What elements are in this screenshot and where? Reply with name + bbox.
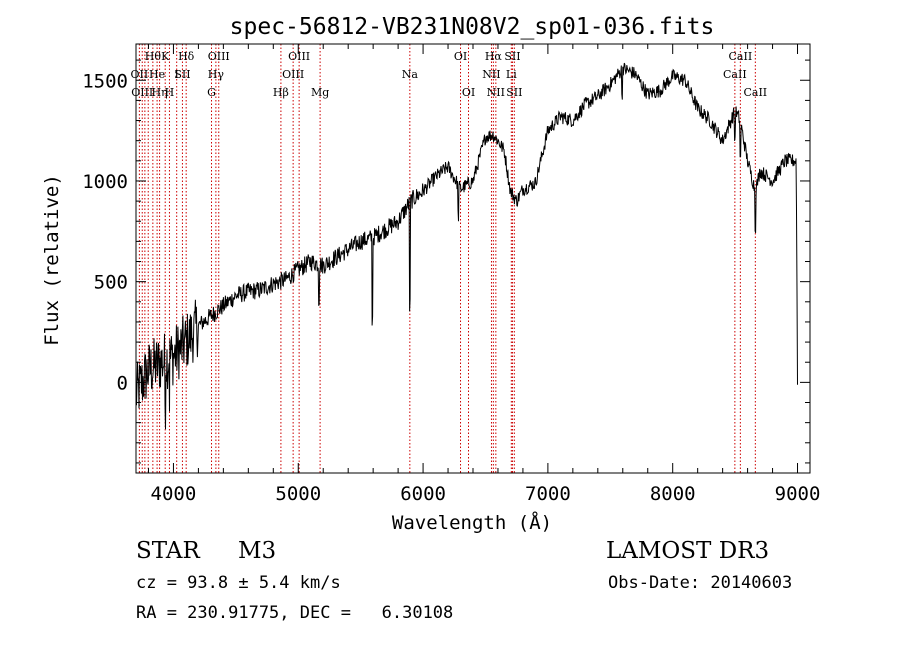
spectral-line-markers: [138, 44, 756, 473]
line-label: Mg: [311, 86, 329, 99]
x-tick-label: 6000: [400, 483, 446, 505]
line-label: Hα: [485, 50, 503, 63]
line-label: Hθ: [145, 50, 162, 63]
line-label: CaII: [729, 50, 753, 63]
object-subclass: M3: [238, 538, 277, 564]
plot-frame: [135, 43, 811, 474]
x-tick-label: 8000: [650, 483, 696, 505]
line-label: OI: [454, 50, 467, 63]
line-label: OI: [462, 86, 475, 99]
x-tick-label: 7000: [525, 483, 571, 505]
x-axis-label: Wavelength (Å): [392, 511, 552, 534]
line-label: He: [149, 68, 165, 81]
line-label: I: [175, 68, 179, 81]
survey-name: LAMOST DR3: [606, 538, 770, 564]
x-tick-label: 5000: [275, 483, 321, 505]
line-label: SII: [174, 68, 190, 81]
line-label: Hγ: [208, 68, 225, 81]
line-label: SII: [504, 50, 520, 63]
observation-date: Obs-Date: 20140603: [608, 573, 793, 593]
y-tick-label: 500: [94, 272, 128, 294]
line-label: SII: [506, 86, 522, 99]
line-label: OIII: [282, 68, 304, 81]
line-label: Na: [402, 68, 419, 81]
y-tick-label: 1500: [82, 70, 128, 92]
line-label: NII: [482, 68, 500, 81]
object-type: STAR: [136, 538, 200, 564]
line-label: OIII: [288, 50, 310, 63]
line-label: Hδ: [178, 50, 195, 63]
y-axis: 0 500 1000 1500: [82, 59, 810, 464]
line-label: Li: [506, 68, 517, 81]
x-axis: 4000 5000 6000 7000 8000 9000: [147, 44, 821, 505]
line-label: CaII: [743, 86, 767, 99]
spectral-line-labels: OIIOIIIHθHeHηKHISIIHδGHγOIIIHβOIIIOIIIMg…: [131, 50, 768, 99]
line-label: H: [165, 86, 175, 99]
chart-title: spec-56812-VB231N08V2_sp01-036.fits: [230, 14, 715, 40]
y-tick-label: 0: [117, 372, 128, 394]
line-label: OII: [131, 68, 149, 81]
spectrum-line: [135, 62, 798, 430]
line-label: G: [207, 86, 216, 99]
ra-dec-coordinates: RA = 230.91775, DEC = 6.30108: [136, 603, 454, 623]
x-tick-label: 4000: [151, 483, 197, 505]
x-tick-label: 9000: [775, 483, 821, 505]
line-label: OIII: [208, 50, 230, 63]
line-label: NII: [487, 86, 505, 99]
line-label: CaII: [723, 68, 747, 81]
line-label: K: [161, 50, 170, 63]
spectrum-series: [135, 62, 798, 430]
y-axis-label: Flux (relative): [41, 174, 63, 346]
line-label: Hβ: [273, 86, 289, 99]
line-label: OIII: [131, 86, 153, 99]
line-label: Hη: [151, 86, 167, 99]
redshift-velocity: cz = 93.8 ± 5.4 km/s: [136, 573, 341, 593]
y-tick-label: 1000: [82, 171, 128, 193]
